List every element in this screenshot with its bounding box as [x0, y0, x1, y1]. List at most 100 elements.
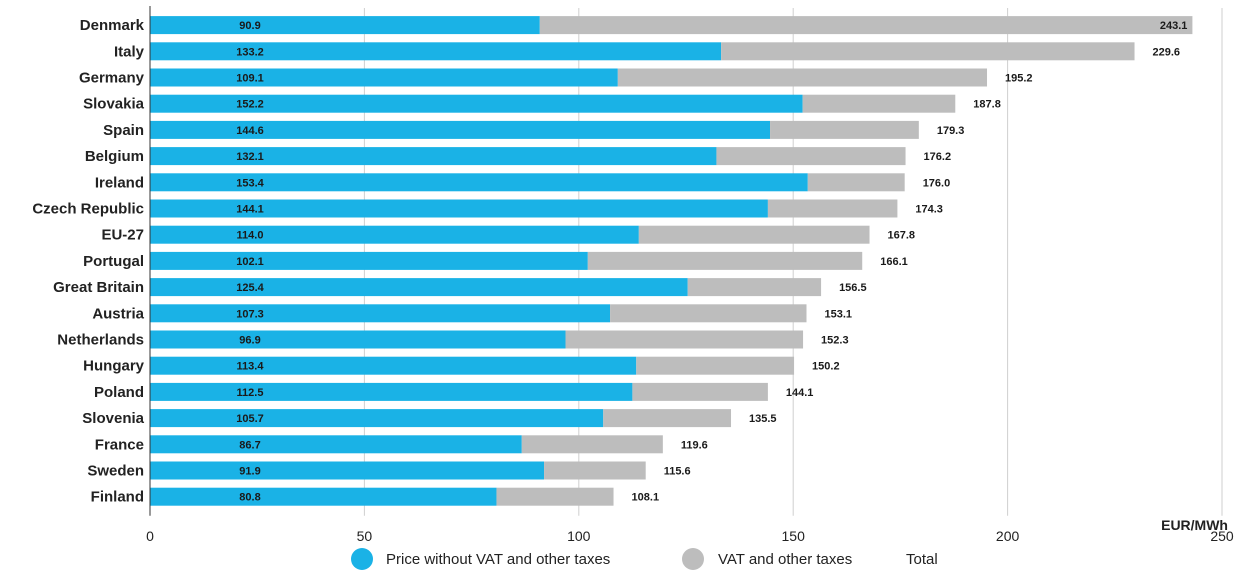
total-label: 174.3: [915, 204, 943, 216]
bar-price-without-vat: [150, 462, 544, 480]
bar-price-without-vat: [150, 331, 566, 349]
category-label: Great Britain: [53, 279, 144, 296]
value-label: 125.4: [236, 282, 264, 294]
bar-vat-and-taxes: [770, 121, 919, 139]
bar-price-without-vat: [150, 383, 632, 401]
category-label: Germany: [79, 70, 145, 87]
category-label: Italy: [114, 43, 145, 60]
bar-vat-and-taxes: [544, 462, 646, 480]
bars: [150, 16, 1192, 506]
legend-label: VAT and other taxes: [718, 551, 852, 568]
total-label: 187.8: [973, 99, 1001, 111]
total-label: 229.6: [1153, 46, 1181, 58]
bar-vat-and-taxes: [632, 383, 768, 401]
legend: Price without VAT and other taxes VAT and…: [351, 548, 938, 570]
bar-vat-and-taxes: [496, 488, 613, 506]
category-label: Spain: [103, 122, 144, 139]
bar-vat-and-taxes: [540, 16, 1193, 34]
x-axis-ticks: 0 50 100 150 200 250: [146, 528, 1234, 544]
value-label: 152.2: [236, 99, 264, 111]
legend-marker: [682, 548, 704, 570]
total-label: 195.2: [1005, 73, 1033, 85]
value-label: 109.1: [236, 73, 264, 85]
total-label: 179.3: [937, 125, 965, 137]
category-label: Hungary: [83, 358, 145, 375]
bar-vat-and-taxes: [721, 42, 1134, 60]
total-label: 150.2: [812, 361, 840, 373]
legend-label: Total: [906, 551, 938, 568]
bar-vat-and-taxes: [636, 357, 794, 375]
bar-vat-and-taxes: [618, 69, 987, 87]
bar-price-without-vat: [150, 226, 639, 244]
total-label: 135.5: [749, 413, 777, 425]
unit-label: EUR/MWh: [1161, 517, 1228, 533]
bar-price-without-vat: [150, 16, 540, 34]
category-label: Netherlands: [57, 332, 144, 349]
bar-vat-and-taxes: [639, 226, 870, 244]
total-label: 156.5: [839, 282, 867, 294]
value-label: 133.2: [236, 46, 264, 58]
total-label: 153.1: [824, 308, 852, 320]
x-tick-label: 200: [996, 528, 1020, 544]
total-label: 119.6: [681, 439, 708, 451]
bar-price-without-vat: [150, 435, 522, 453]
category-label: Portugal: [83, 253, 144, 270]
bar-vat-and-taxes: [688, 278, 821, 296]
category-label: Denmark: [80, 17, 145, 34]
bar-vat-and-taxes: [522, 435, 663, 453]
category-label: Poland: [94, 384, 144, 401]
category-label: Belgium: [85, 148, 144, 165]
total-label: 144.1: [786, 387, 814, 399]
total-label: 115.6: [664, 466, 691, 478]
category-label: France: [95, 436, 144, 453]
value-label: 91.9: [239, 466, 260, 478]
bar-price-without-vat: [150, 147, 716, 165]
total-label: 167.8: [888, 230, 916, 242]
bar-price-without-vat: [150, 488, 496, 506]
category-label: Sweden: [87, 463, 144, 480]
bar-vat-and-taxes: [588, 252, 862, 270]
value-label: 144.1: [236, 204, 264, 216]
value-label: 144.6: [236, 125, 264, 137]
value-label: 90.9: [239, 20, 260, 32]
total-label: 108.1: [632, 492, 660, 504]
total-label: 176.0: [923, 177, 951, 189]
category-label: Finland: [91, 489, 144, 506]
bar-price-without-vat: [150, 278, 688, 296]
total-label: 176.2: [924, 151, 952, 163]
x-tick-label: 150: [782, 528, 806, 544]
total-label: 152.3: [821, 335, 849, 347]
bar-vat-and-taxes: [610, 304, 806, 322]
value-label: 113.4: [237, 361, 265, 373]
bar-vat-and-taxes: [768, 200, 897, 218]
bar-price-without-vat: [150, 304, 610, 322]
legend-label: Price without VAT and other taxes: [386, 551, 610, 568]
bar-price-without-vat: [150, 409, 603, 427]
value-label: 112.5: [237, 387, 264, 399]
bar-vat-and-taxes: [603, 409, 731, 427]
bar-price-without-vat: [150, 69, 618, 87]
value-label: 107.3: [236, 308, 264, 320]
bar-vat-and-taxes: [808, 173, 905, 191]
value-label: 102.1: [236, 256, 264, 268]
category-label: Czech Republic: [32, 201, 144, 218]
category-label: Slovakia: [83, 96, 145, 113]
total-label: 243.1: [1160, 20, 1188, 32]
category-label: EU-27: [101, 227, 144, 244]
bar-vat-and-taxes: [803, 95, 956, 113]
value-label: 114.0: [237, 230, 264, 242]
value-label: 105.7: [236, 413, 264, 425]
bar-price-without-vat: [150, 252, 588, 270]
x-tick-label: 100: [567, 528, 591, 544]
value-label: 80.8: [239, 492, 260, 504]
category-label: Austria: [92, 305, 144, 322]
bar-vat-and-taxes: [716, 147, 905, 165]
x-tick-label: 50: [357, 528, 373, 544]
category-label: Ireland: [95, 174, 144, 191]
bar-vat-and-taxes: [566, 331, 804, 349]
legend-marker: [351, 548, 373, 570]
bar-price-without-vat: [150, 357, 636, 375]
value-label: 86.7: [239, 439, 260, 451]
category-label: Slovenia: [82, 410, 144, 427]
